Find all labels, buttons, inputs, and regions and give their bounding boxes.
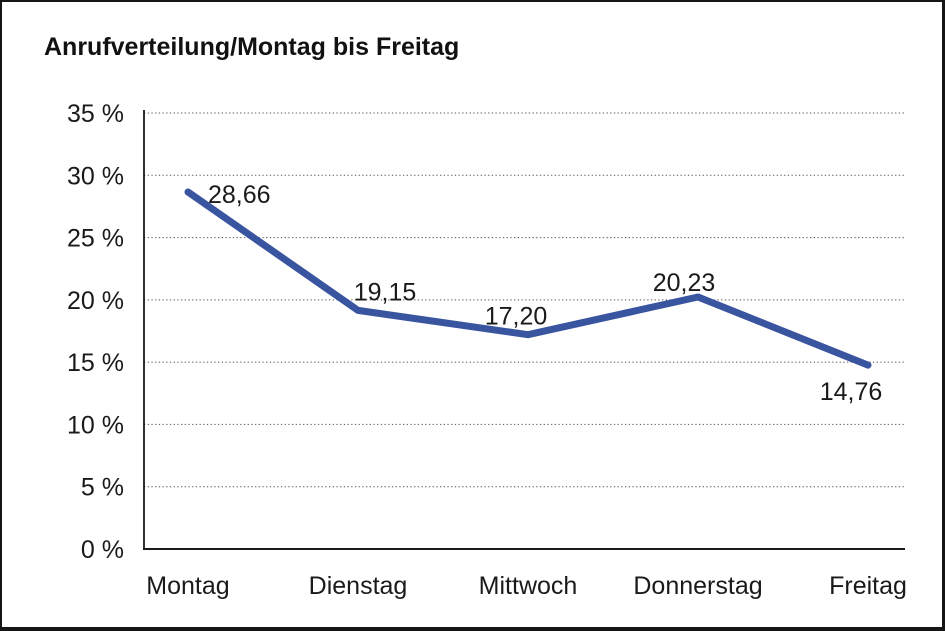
- data-label: 28,66: [208, 181, 271, 209]
- y-tick-label: 15 %: [67, 349, 124, 377]
- x-category-label: Donnerstag: [633, 572, 762, 600]
- data-label: 20,23: [653, 269, 716, 297]
- y-tick-label: 25 %: [67, 225, 124, 253]
- y-tick-label: 20 %: [67, 287, 124, 315]
- chart-title: Anrufverteilung/Montag bis Freitag: [44, 33, 460, 61]
- y-tick-label: 5 %: [81, 474, 124, 502]
- x-category-label: Dienstag: [309, 572, 408, 600]
- x-category-label: Freitag: [829, 572, 907, 600]
- y-tick-label: 30 %: [67, 162, 124, 190]
- data-label: 14,76: [820, 378, 883, 406]
- data-label: 19,15: [354, 278, 417, 306]
- data-label: 17,20: [485, 303, 548, 331]
- x-category-label: Montag: [146, 572, 229, 600]
- y-tick-label: 10 %: [67, 411, 124, 439]
- x-category-label: Mittwoch: [479, 572, 578, 600]
- y-tick-label: 0 %: [81, 536, 124, 564]
- y-tick-label: 35 %: [67, 100, 124, 128]
- data-line: [184, 188, 872, 369]
